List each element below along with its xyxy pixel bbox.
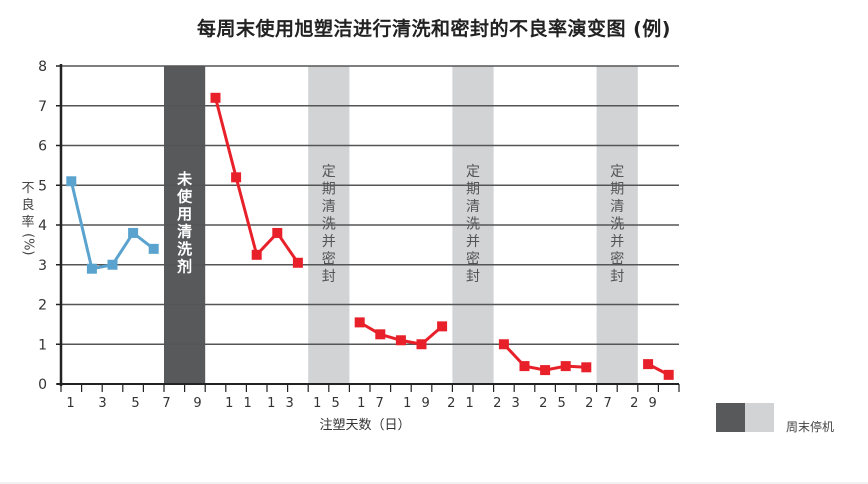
band-label-char: 剂 [177,258,192,276]
band-label-char: 定 [466,164,480,180]
x-tick-label: 2 1 [447,396,477,411]
y-tick-label: 8 [38,59,47,75]
band-label-char: 使 [176,188,193,206]
x-tick-label: 2 3 [493,396,523,411]
bottom-divider [0,482,868,484]
x-tick-label: 2 7 [585,396,615,411]
band-label-char: 用 [177,205,192,223]
band-label-char: 清 [322,199,336,215]
band-label-char: 清 [466,199,480,215]
x-tick-label: 1 7 [357,396,387,411]
y-tick-label: 5 [38,178,47,194]
band-label-char: 期 [466,182,480,198]
x-tick-label: 2 5 [539,396,569,411]
data-point-marker [375,329,386,340]
data-point-marker [251,249,262,260]
data-point-marker [272,227,283,238]
band-label-char: 封 [466,269,480,285]
x-tick-label: 7 [162,396,173,411]
legend-swatch-dark [716,403,745,432]
band-label-char: 定 [322,164,336,180]
band-label-char: 封 [610,269,624,285]
data-point-marker [581,362,592,373]
legend: 周末停机 [716,403,856,435]
band-label-char: 期 [322,182,336,198]
data-point-marker [210,92,221,103]
data-point-marker [416,339,427,350]
y-tick-label: 6 [38,139,47,155]
band-label-char: 洗 [177,240,192,258]
x-tick-label: 3 [98,396,109,411]
y-tick-label: 1 [38,337,47,353]
legend-label: 周末停机 [786,420,835,434]
y-axis-label: 不 良 率 (%) [20,181,36,256]
y-tick-label: 0 [38,377,47,393]
band-label-char: 密 [610,251,624,268]
x-tick-label: 9 [193,396,204,411]
data-point-marker [148,243,159,254]
data-point-marker [498,339,509,350]
data-point-marker [128,227,139,238]
data-point-marker [519,361,530,372]
band-label-char: 洗 [322,217,336,233]
band-label-char: 并 [322,234,336,250]
band-label-char: 洗 [466,217,480,233]
data-point-marker [354,317,365,328]
x-tick-label: 5 [131,396,142,411]
data-point-marker [540,365,551,376]
band-label-char: 清 [610,199,624,215]
band-label-char: 并 [610,234,624,250]
band-label-char: 密 [322,251,336,268]
band-label-char: 清 [177,223,192,241]
band-label-char: 期 [610,182,624,198]
x-tick-label: 1 [66,396,77,411]
band-label-char: 封 [322,269,336,285]
data-series [66,92,674,380]
legend-swatch-light [745,403,774,432]
data-point-marker [231,172,242,183]
grid-lines [61,65,679,345]
data-point-marker [395,335,406,346]
band-label-char: 洗 [610,217,624,233]
chart-title: 每周末使用旭塑洁进行清洗和密封的不良率演变图 (例) [197,18,671,40]
data-point-marker [292,257,303,268]
x-tick-label: 1 1 [225,396,255,411]
y-tick-label: 4 [38,218,47,234]
y-tick-label: 3 [38,258,47,274]
y-tick-labels: 0 1 2 3 4 5 6 7 8 [38,59,47,393]
x-tick-label: 2 9 [630,396,660,411]
y-tick-label: 2 [38,298,47,314]
data-point-marker [86,263,97,274]
series-line [214,97,300,264]
data-point-marker [560,361,571,372]
band-label-char: 定 [610,164,624,180]
data-point-marker [663,369,674,380]
band-label-char: 密 [466,251,480,268]
x-tick-label: 1 3 [267,396,297,411]
data-point-marker [66,176,77,187]
y-tick-label: 7 [38,99,47,115]
x-tick-label: 1 5 [313,396,343,411]
band-label-char: 并 [466,234,480,250]
data-point-marker [437,321,448,332]
data-point-marker [107,259,118,270]
axes [56,64,680,392]
data-point-marker [643,359,654,370]
x-axis-label: 注塑天数（日） [319,418,411,433]
band-label-char: 未 [176,170,193,188]
x-tick-label: 1 9 [403,396,433,411]
